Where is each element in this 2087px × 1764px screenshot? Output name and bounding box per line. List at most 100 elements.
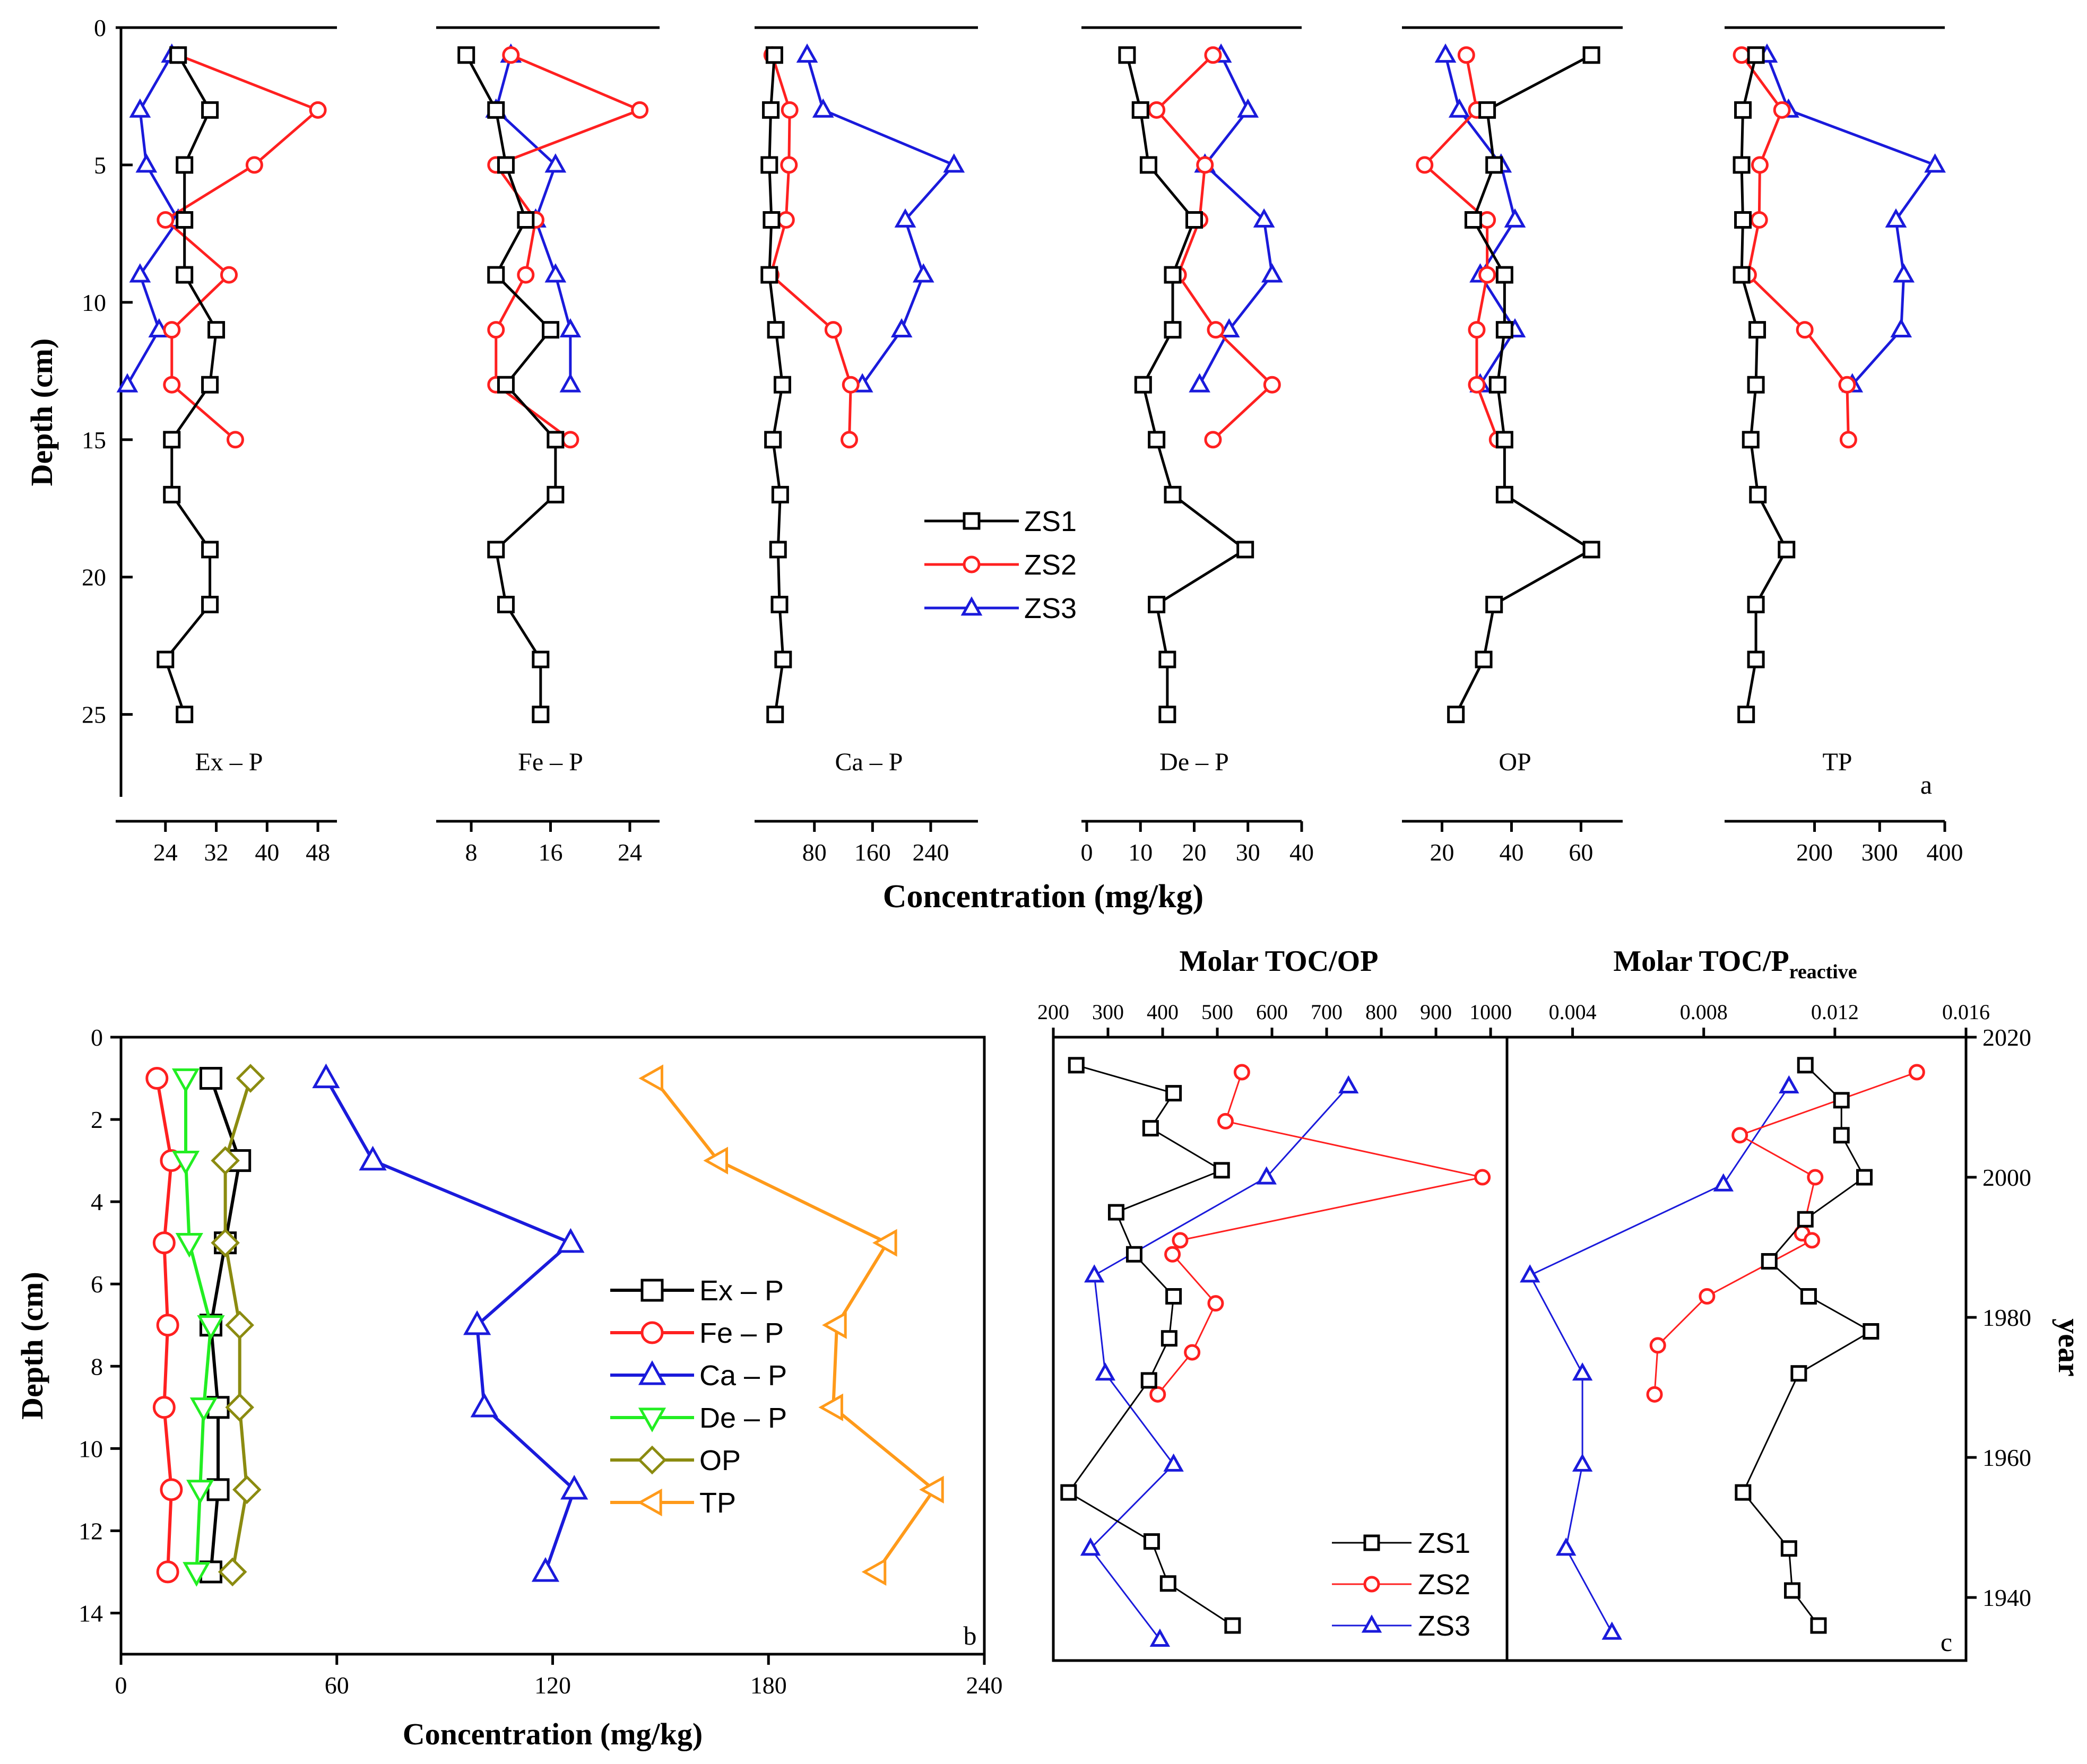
panel-a-zs1-point <box>169 46 187 64</box>
panel-a-depth-tick-label: 15 <box>82 427 106 454</box>
panel-b-ca-p-point <box>359 1145 387 1171</box>
panel-a-zs2-point <box>157 211 175 229</box>
panel-a-zs1-series <box>1447 46 1600 724</box>
panel-a-zs1-point <box>771 485 789 503</box>
panel-a-zs3-point <box>544 263 567 283</box>
panel-c-zs3-point <box>1520 1264 1540 1283</box>
panel-c-zs1-point <box>1224 1617 1241 1634</box>
panel-c-zs1-point <box>1833 1092 1850 1109</box>
panel-a-column-name: TP <box>1822 748 1852 776</box>
panel-b-ca-p-point <box>560 1474 588 1500</box>
panel-c-legend: ZS1 ZS2 ZS3 <box>1332 1527 1470 1642</box>
panel-a-zs2-line <box>164 54 319 441</box>
panel-a-zs2-point <box>631 101 649 119</box>
panel-b-de-p-point <box>189 1397 218 1422</box>
panel-b-legend-label: TP <box>699 1487 736 1519</box>
panel-a-zs2-line <box>769 55 852 440</box>
panel-c-subplot-title-main: Molar TOC/P <box>1613 945 1789 978</box>
panel-a-legend-marker <box>963 555 981 573</box>
panel-a-zs1-point <box>760 156 778 174</box>
panel-a-legend-marker <box>963 512 981 530</box>
panel-a-x-tick-label: 8 <box>465 839 478 866</box>
panel-a-zs3-point <box>1924 153 1946 173</box>
panel-c-zs2-point <box>1233 1064 1250 1081</box>
panel-b-tp-point <box>872 1229 897 1257</box>
panel-a-zs1-point <box>1495 321 1513 339</box>
panel-a-zs1-point <box>176 156 194 174</box>
panel-a-zs1-point <box>207 321 226 339</box>
panel-a-zs3-point <box>1434 43 1457 63</box>
panel-a-zs2-point <box>1204 431 1222 449</box>
panel-c-zs1-point <box>1159 1575 1176 1592</box>
panel-c-zs2-point <box>1908 1064 1925 1081</box>
panel-c-zs1-point <box>1810 1617 1827 1634</box>
panel-a-zs1-point <box>766 706 784 724</box>
panel-a-x-tick-label: 40 <box>255 839 279 866</box>
panel-a-zs1-point <box>765 46 783 64</box>
panel-c-zs2-point <box>1699 1288 1716 1305</box>
panel-a-zs1-point <box>1733 266 1751 284</box>
panel-c-year-tick-label: 1940 <box>1982 1584 2031 1611</box>
panel-b-legend-marker <box>637 1445 667 1475</box>
panel-c-x-tick-label: 700 <box>1311 1000 1343 1024</box>
panel-b-station-profile: 0 60 120 180 240 0 2 4 6 8 10 12 14 Depth (cm) Concent… <box>15 1024 1003 1751</box>
panel-a-zs3-point <box>544 153 567 173</box>
panel-a-depth-tick-label: 20 <box>82 564 106 591</box>
panel-a-zs3-point <box>1261 263 1283 283</box>
panel-a-zs1-point <box>1485 156 1503 174</box>
panel-c-zs1-point <box>1797 1211 1814 1228</box>
panel-c-zs1-point <box>1142 1120 1159 1137</box>
panel-a-zs1-point <box>764 431 782 449</box>
panel-c-zs2-point <box>1474 1169 1491 1186</box>
panel-c-zs1-line <box>1742 1064 1872 1626</box>
panel-c-legend-marker <box>1361 1614 1382 1633</box>
panel-b-ca-p-point <box>531 1557 560 1582</box>
panel-a-zs1-point <box>1139 156 1157 174</box>
panel-c-zs1-series <box>1735 1057 1880 1634</box>
panel-c-zs3-point <box>1163 1453 1184 1472</box>
panel-b-op-point <box>225 1393 254 1422</box>
panel-a-zs3-series <box>796 43 965 393</box>
panel-c-subplot-1: 0.004 0.008 0.012 0.016 Molar TOC/Preactive <box>1520 945 1990 1640</box>
panel-a-zs3-point <box>1189 373 1210 393</box>
panel-a-zs1-point <box>163 431 181 449</box>
panel-a-zs3-point <box>1218 318 1240 338</box>
panel-b-op-point <box>211 1228 240 1257</box>
panel-a-legend-label: ZS3 <box>1024 593 1077 624</box>
panel-a-zs2-point <box>1478 266 1496 284</box>
panel-a-zs1-point <box>760 266 778 284</box>
panel-a-x-tick-label: 32 <box>204 839 229 866</box>
panel-b-xlabel: Concentration (mg/kg) <box>403 1717 703 1751</box>
panel-a-zs2-line <box>495 54 642 441</box>
panel-a-x-tick-label: 48 <box>306 839 330 866</box>
panel-a-zs2-point <box>1468 321 1486 339</box>
panel-c-zs2-point <box>1646 1386 1663 1403</box>
panel-a-zs2-line <box>1155 54 1274 441</box>
panel-a-zs1-point <box>1747 46 1765 64</box>
panel-a-zs1-point <box>497 596 515 613</box>
panel-a-x-tick-label: 80 <box>802 839 827 866</box>
panel-b-op-point <box>211 1146 240 1175</box>
panel-a-zs1-point <box>163 485 181 503</box>
panel-b-op-point <box>236 1064 265 1093</box>
panel-c-zs1-point <box>1165 1085 1182 1102</box>
panel-a-zs2-point <box>1196 156 1214 174</box>
panel-b-ex-p-point <box>199 1067 222 1090</box>
panel-c-zs2-series <box>1149 1064 1491 1403</box>
panel-a-zs1-point <box>773 376 791 394</box>
panel-a-depth-tick-label: 5 <box>94 152 106 179</box>
panel-c-year-tick-label: 2020 <box>1982 1024 2031 1051</box>
panel-a-zs1-point <box>1747 376 1765 394</box>
panel-a-zs1-point <box>1148 431 1166 449</box>
panel-a-zs1-point <box>1488 376 1506 394</box>
panel-c-legend-label: ZS3 <box>1418 1610 1470 1642</box>
panel-a-zs2-point <box>1750 211 1768 229</box>
panel-a-zs2-point <box>517 266 535 284</box>
panel-b-legend-marker <box>640 1279 664 1302</box>
panel-a-zs2-point <box>1838 376 1856 394</box>
panel-c-zs2-point <box>1184 1344 1201 1361</box>
panel-b-fe-p-point <box>156 1560 179 1584</box>
panel-a-zs1-point <box>1495 485 1513 503</box>
panel-b-tp-line <box>652 1077 936 1573</box>
